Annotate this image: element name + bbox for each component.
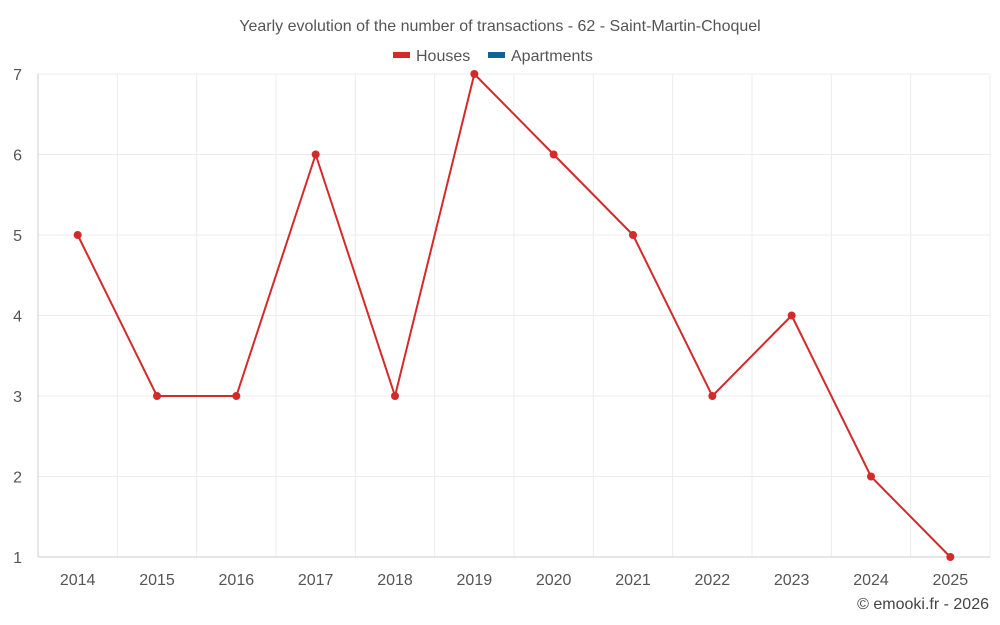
legend-label-apartments: Apartments [511, 48, 593, 65]
y-tick-label-1: 1 [13, 550, 22, 567]
y-tick-label-7: 7 [13, 67, 22, 84]
y-tick-label-2: 2 [13, 470, 22, 487]
x-tick-label-2018: 2018 [377, 572, 413, 589]
y-axis-ticks: 1 2 3 4 5 6 7 [13, 67, 22, 567]
x-axis-ticks: 2014 2015 2016 2017 2018 2019 2020 2021 2022 2023… [60, 572, 968, 589]
y-tick-label-5: 5 [13, 228, 22, 245]
data-point-houses-2019[interactable] [470, 70, 479, 78]
legend-item-apartments[interactable]: Apartments [488, 48, 593, 65]
data-point-houses-2021[interactable] [629, 231, 637, 239]
legend: Houses Apartments [393, 48, 593, 65]
x-tick-label-2014: 2014 [60, 572, 96, 589]
x-tick-label-2025: 2025 [933, 572, 969, 589]
legend-item-houses[interactable]: Houses [393, 48, 470, 65]
axes [37, 74, 990, 558]
data-point-houses-2022[interactable] [708, 392, 717, 400]
data-point-houses-2023[interactable] [787, 311, 796, 320]
grid [37, 73, 991, 558]
credit: © emooki.fr - 2026 [857, 596, 989, 613]
x-tick-label-2022: 2022 [695, 572, 731, 589]
x-tick-label-2015: 2015 [139, 572, 175, 589]
x-tick-label-2021: 2021 [615, 572, 651, 589]
series-line-houses [76, 73, 952, 558]
x-tick-label-2017: 2017 [298, 572, 334, 589]
x-tick-label-2020: 2020 [536, 572, 572, 589]
legend-label-houses: Houses [416, 48, 470, 65]
data-point-houses-2020[interactable] [549, 150, 558, 159]
x-tick-label-2019: 2019 [457, 572, 493, 589]
data-point-houses-2016[interactable] [232, 392, 241, 400]
data-point-houses-2024[interactable] [867, 472, 875, 481]
data-point-houses-2025[interactable] [946, 553, 955, 561]
data-point-houses-2014[interactable] [73, 231, 82, 239]
y-tick-label-3: 3 [13, 389, 22, 406]
x-tick-label-2016: 2016 [219, 572, 255, 589]
x-tick-label-2024: 2024 [853, 572, 889, 589]
legend-swatch-houses [393, 52, 410, 58]
legend-swatch-apartments [488, 52, 505, 58]
series-group [73, 70, 955, 561]
data-point-houses-2015[interactable] [153, 392, 161, 400]
data-point-houses-2017[interactable] [311, 150, 320, 159]
y-tick-label-4: 4 [13, 309, 22, 326]
y-tick-label-6: 6 [13, 148, 22, 165]
data-point-houses-2018[interactable] [391, 392, 399, 400]
x-tick-label-2023: 2023 [774, 572, 810, 589]
chart-title: Yearly evolution of the number of transa… [239, 18, 760, 35]
